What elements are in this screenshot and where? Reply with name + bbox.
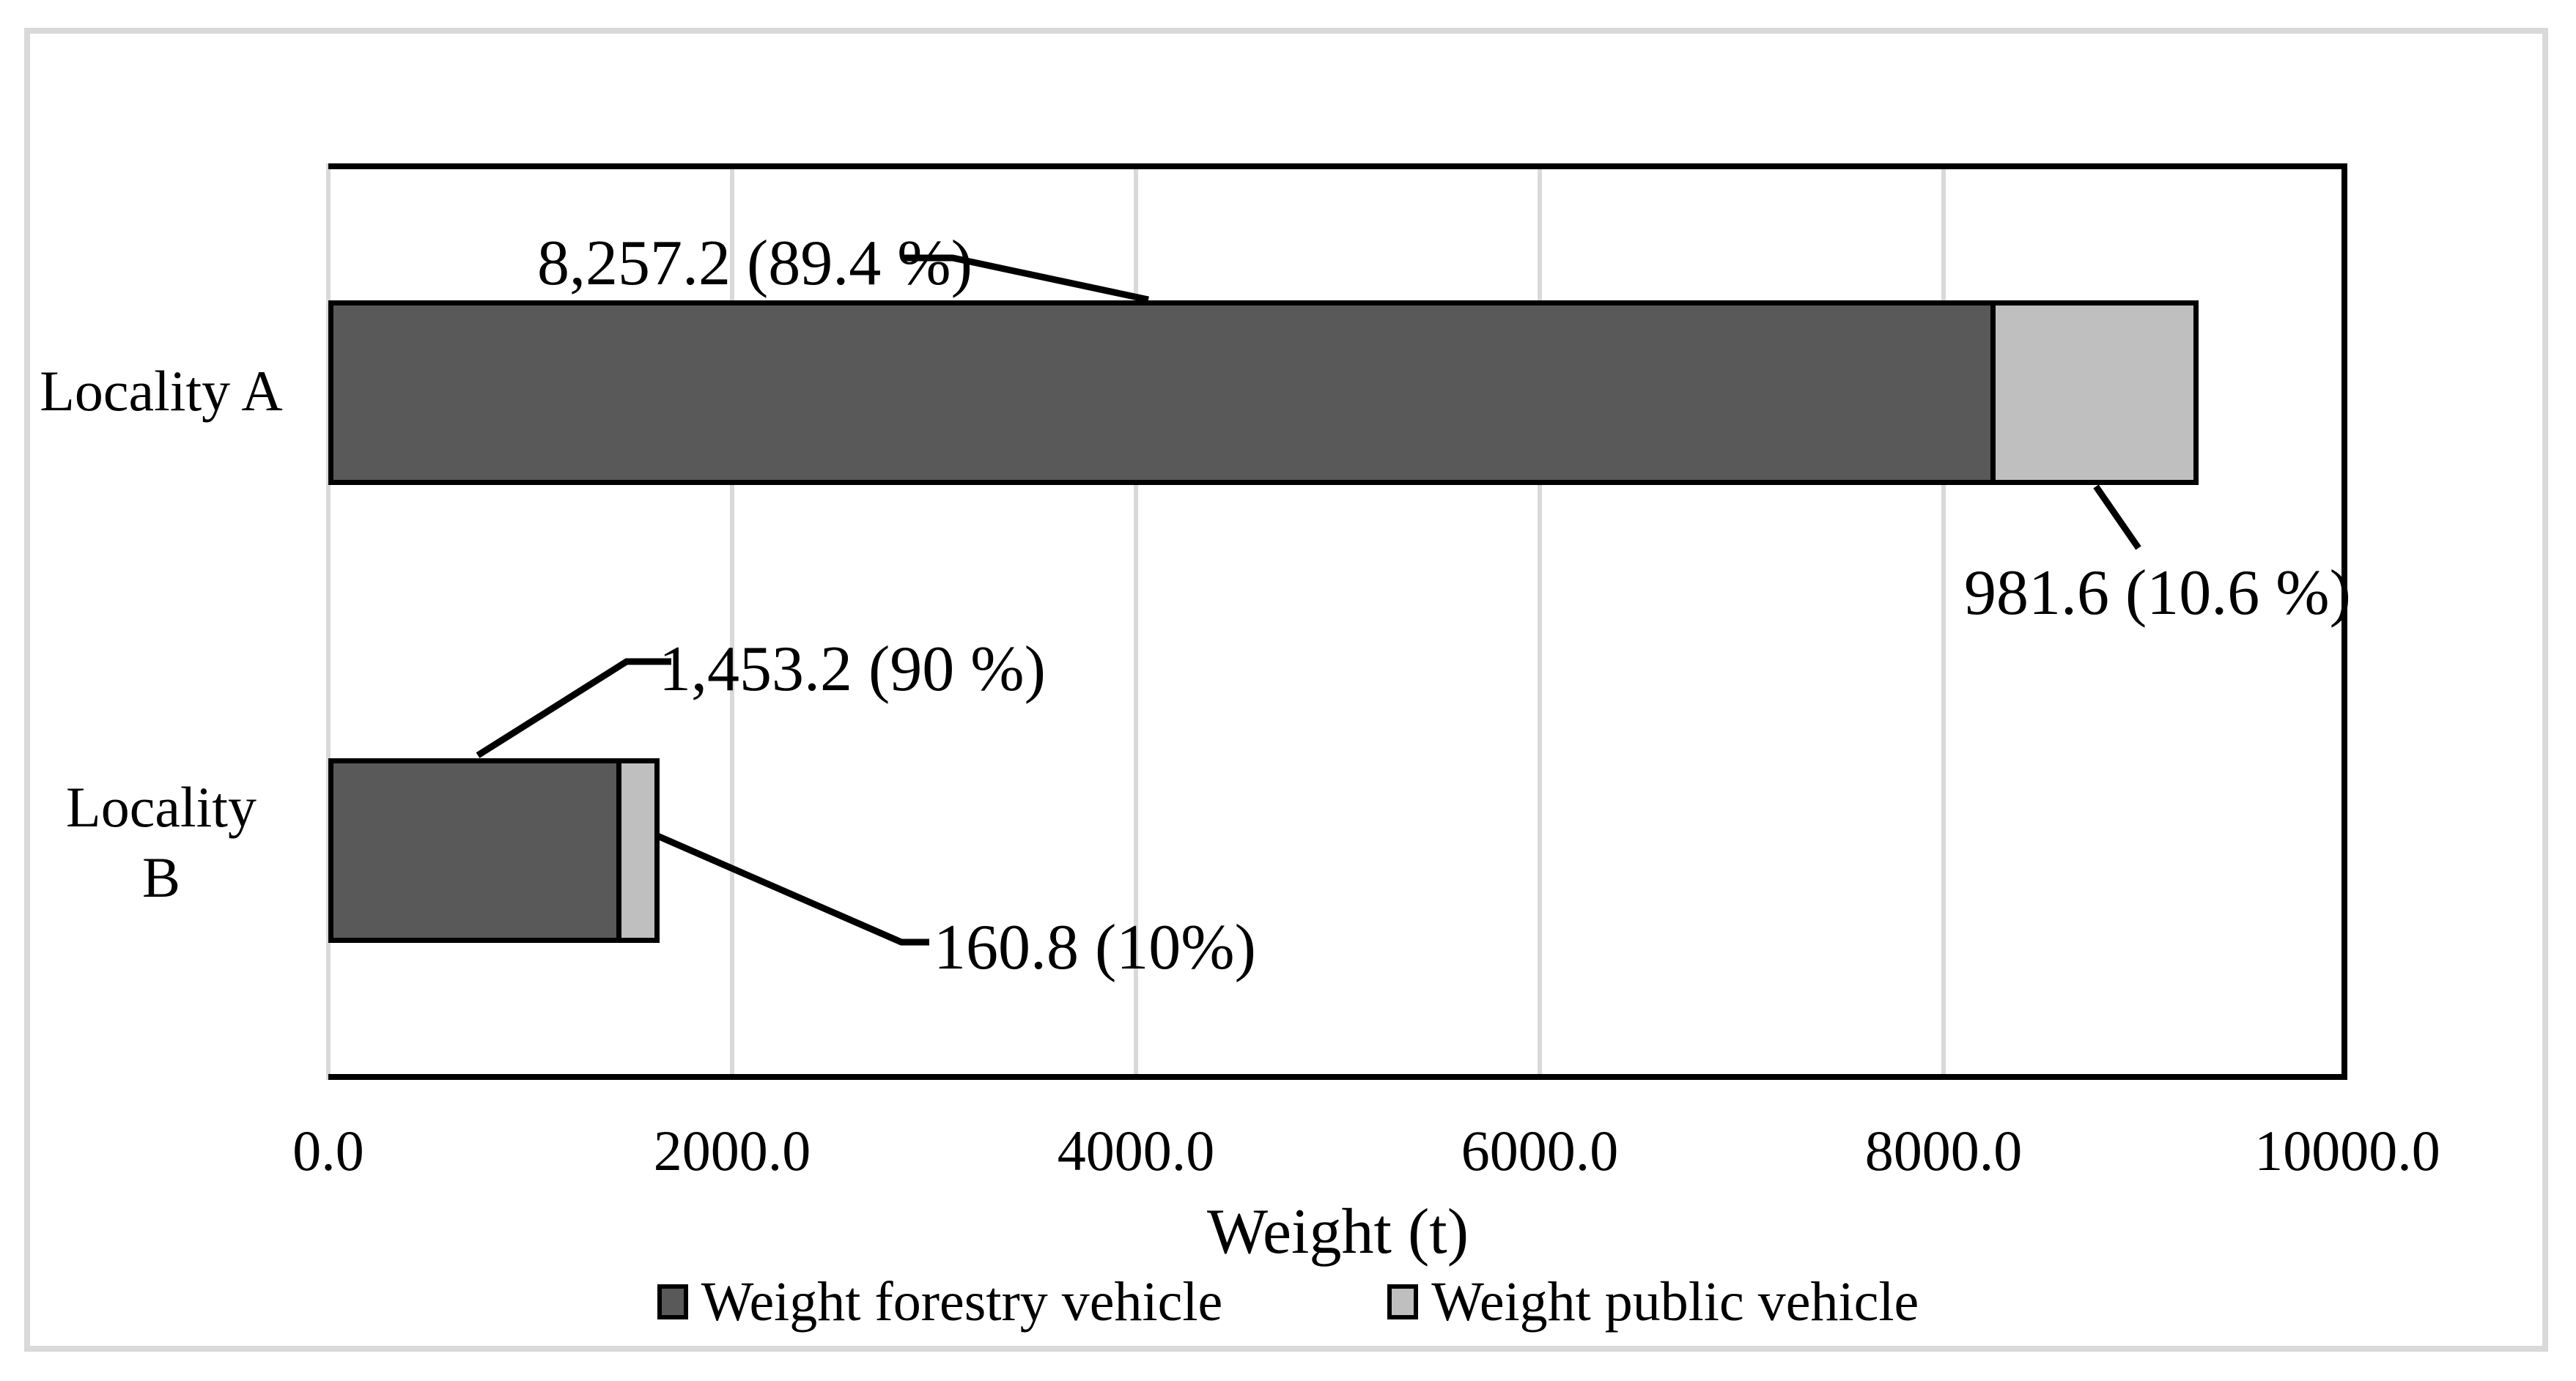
plot-area bbox=[326, 163, 2347, 1080]
x-axis-tick: 6000.0 bbox=[1461, 1119, 1619, 1182]
category-label-line: Locality A bbox=[40, 359, 283, 423]
x-axis-tick: 2000.0 bbox=[653, 1119, 811, 1182]
category-label-line: B bbox=[141, 845, 181, 909]
legend-label-public: Weight public vehicle bbox=[1431, 1271, 1919, 1333]
gridline bbox=[730, 163, 734, 1080]
gridline bbox=[1538, 163, 1542, 1080]
data-label-b-public: 160.8 (10%) bbox=[934, 912, 1256, 983]
legend: Weight forestry vehicle Weight public ve… bbox=[0, 1271, 2576, 1333]
plot-border-right bbox=[2341, 163, 2347, 1080]
legend-swatch-forestry bbox=[657, 1284, 688, 1319]
bar-segment bbox=[328, 300, 1996, 485]
legend-label-forestry: Weight forestry vehicle bbox=[701, 1271, 1223, 1333]
bar-row bbox=[328, 758, 2347, 943]
figure-frame bbox=[24, 28, 2548, 1352]
bar-segment bbox=[1990, 300, 2199, 485]
legend-item-forestry: Weight forestry vehicle bbox=[657, 1271, 1222, 1333]
bar-segment bbox=[616, 758, 660, 943]
gridline bbox=[326, 163, 331, 1080]
x-axis-tick: 0.0 bbox=[292, 1119, 364, 1182]
gridline bbox=[1134, 163, 1138, 1080]
data-label-b-forestry: 1,453.2 (90 %) bbox=[659, 634, 1046, 705]
x-axis-tick: 4000.0 bbox=[1057, 1119, 1215, 1182]
category-label-locality-b: Locality B bbox=[22, 772, 300, 913]
x-axis-tick: 10000.0 bbox=[2254, 1119, 2440, 1182]
x-axis-tick: 8000.0 bbox=[1864, 1119, 2023, 1182]
category-label-line: Locality bbox=[66, 775, 257, 839]
data-label-a-forestry: 8,257.2 (89.4 %) bbox=[537, 228, 973, 299]
legend-item-public: Weight public vehicle bbox=[1387, 1271, 1919, 1333]
bar-segment bbox=[328, 758, 622, 943]
data-label-a-public: 981.6 (10.6 %) bbox=[1964, 558, 2351, 629]
category-label-locality-a: Locality A bbox=[22, 356, 300, 426]
legend-swatch-public bbox=[1387, 1284, 1419, 1319]
bar-row bbox=[328, 300, 2347, 485]
x-axis-line bbox=[328, 1074, 2347, 1080]
plot-border-top bbox=[328, 163, 2347, 169]
x-axis-title: Weight (t) bbox=[1206, 1196, 1469, 1267]
gridline bbox=[1941, 163, 1946, 1080]
